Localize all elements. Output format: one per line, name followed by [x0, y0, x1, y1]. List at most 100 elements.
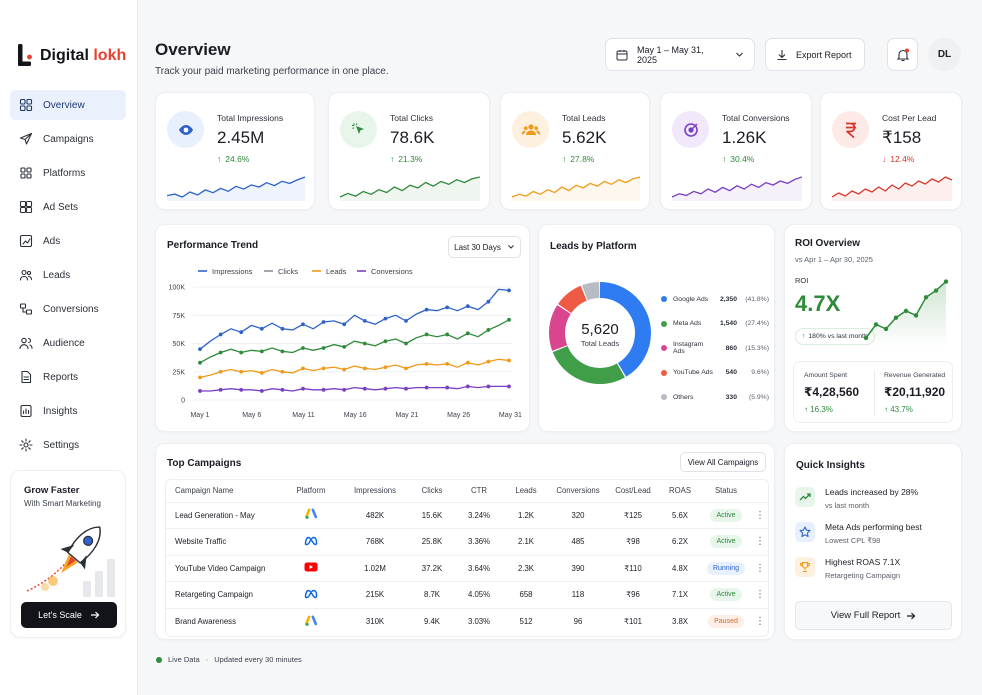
column-header[interactable]: ROAS: [668, 486, 692, 496]
kpi-value: 2.45M: [217, 128, 265, 147]
kpi-delta-value: 30.4%: [730, 154, 755, 164]
insight-item[interactable]: Meta Ads performing best Lowest CPL ₹98: [795, 522, 922, 545]
insight-item[interactable]: Leads increased by 28% vs last month: [795, 487, 918, 510]
sidebar-item-insights[interactable]: Insights: [10, 396, 126, 426]
x-tick-label: May 16: [344, 412, 367, 419]
date-range-picker[interactable]: May 1 – May 31, 2025: [605, 38, 755, 71]
sidebar-item-ad-sets[interactable]: Ad Sets: [10, 192, 126, 222]
brand-logo[interactable]: Digital lokh: [16, 42, 126, 70]
sidebar-item-conversions[interactable]: Conversions: [10, 294, 126, 324]
sidebar-item-reports[interactable]: Reports: [10, 362, 126, 392]
column-header[interactable]: Platform: [296, 486, 326, 496]
column-header[interactable]: Campaign Name: [175, 486, 234, 496]
campaign-impressions: 482K: [340, 501, 410, 529]
notifications-button[interactable]: [887, 38, 918, 71]
row-more-icon[interactable]: ⋮: [750, 581, 768, 608]
legend-item-youtube-ads: YouTube Ads 540 9.6%): [661, 361, 769, 386]
sidebar-item-ads[interactable]: Ads: [10, 226, 126, 256]
row-more-icon[interactable]: ⋮: [750, 528, 768, 555]
table-row[interactable]: Lead Generation - May 482K 15.6K 3.24% 1.2K 3…: [166, 501, 768, 529]
series-clicks: [198, 317, 511, 365]
insight-item[interactable]: Highest ROAS 7.1X Retargeting Campaign: [795, 557, 900, 580]
series-line: [199, 319, 510, 364]
status-badge: Active: [710, 508, 742, 522]
roi-point: [923, 295, 929, 300]
legend-platform-name: Instagram Ads: [673, 341, 704, 356]
campaign-ctr: 3.03%: [454, 607, 504, 635]
user-avatar[interactable]: DL: [928, 38, 961, 71]
column-header[interactable]: CTR: [470, 486, 488, 496]
sidebar-item-platforms[interactable]: Platforms: [10, 158, 126, 188]
insights-icon: [20, 404, 32, 418]
column-header[interactable]: Leads: [515, 486, 537, 496]
sidebar-item-leads[interactable]: Leads: [10, 260, 126, 290]
table-row[interactable]: Website Traffic 768K 25.8K 3.36% 2.1K 485 ₹98 6…: [166, 528, 768, 555]
donut-slice-google-ads[interactable]: [549, 282, 651, 384]
status-badge: Active: [710, 588, 742, 602]
data-point: [445, 385, 450, 390]
brand-name: Digital lokh: [40, 47, 127, 64]
roi-overview-card: ROI Overview vs Apr 1 – Apr 30, 2025 ROI…: [784, 224, 962, 432]
roi-point: [893, 315, 899, 320]
chart-icon: [19, 234, 33, 248]
campaign-name[interactable]: Website Traffic: [166, 528, 282, 555]
y-tick-label: 75K: [173, 313, 186, 320]
performance-trend-chart: Impressions Clicks Leads Conversions 100K 75K…: [169, 267, 522, 419]
insight-subtitle: Lowest CPL ₹98: [825, 536, 881, 545]
campaign-name[interactable]: YouTube Video Campaign: [166, 554, 282, 582]
row-more-icon[interactable]: ⋮: [750, 554, 768, 582]
data-point: [321, 366, 326, 371]
promo-subtitle: With Smart Marketing: [24, 499, 101, 508]
kpi-card-total-leads: Total Leads 5.62K ↑ 27.8%: [500, 92, 650, 210]
legend-value: 1,540: [719, 320, 737, 328]
sidebar-item-overview[interactable]: Overview: [10, 90, 126, 120]
campaign-name[interactable]: Lead Generation - May: [166, 501, 282, 529]
campaign-clicks: 37.2K: [410, 554, 454, 582]
table-row[interactable]: YouTube Video Campaign 1.02M 37.2K 3.64% 2.3…: [166, 554, 768, 582]
data-point: [239, 330, 244, 335]
arrow-up-icon: ↑: [722, 154, 727, 164]
sidebar-item-audience[interactable]: Audience: [10, 328, 126, 358]
export-report-button[interactable]: Export Report: [765, 38, 865, 71]
leads-platform-title: Leads by Platform: [550, 241, 637, 252]
sidebar-item-label: Overview: [43, 99, 85, 111]
column-header[interactable]: Cost/Lead: [615, 486, 651, 496]
campaign-conversions: 485: [548, 528, 608, 555]
lets-scale-label: Let's Scale: [38, 610, 82, 620]
row-more-icon[interactable]: ⋮: [750, 607, 768, 635]
legend-dot: [661, 394, 667, 401]
kpi-label: Total Leads: [562, 113, 606, 123]
donut-slice-instagram-ads[interactable]: [549, 282, 651, 384]
meta-icon: [304, 536, 318, 546]
donut-slice-meta-ads[interactable]: [549, 282, 651, 384]
row-more-icon[interactable]: ⋮: [750, 501, 768, 529]
lets-scale-button[interactable]: Let's Scale: [21, 602, 117, 628]
trend-range-label: Last 30 Days: [454, 242, 501, 252]
roi-line-chart: [863, 279, 949, 347]
data-point: [198, 375, 202, 380]
column-header[interactable]: Status: [714, 486, 738, 496]
view-full-report-button[interactable]: View Full Report: [795, 601, 952, 630]
view-all-campaigns-button[interactable]: View All Campaigns: [680, 452, 766, 472]
data-point: [301, 346, 305, 350]
column-header[interactable]: Clicks: [421, 486, 443, 496]
table-row[interactable]: Brand Awareness 310K 9.4K 3.03% 512 96 ₹101 3.8…: [166, 607, 768, 635]
insight-title: Leads increased by 28%: [825, 487, 919, 497]
roi-point: [863, 335, 869, 341]
campaign-name[interactable]: Brand Awareness: [166, 607, 282, 635]
campaigns-table-wrap: Campaign Name Platform Impressions Clicks CT…: [165, 479, 769, 637]
column-header[interactable]: Impressions: [353, 486, 397, 496]
kpi-card-cost-per-lead: Cost Per Lead ₹158 ↓ 12.4%: [820, 92, 962, 210]
trend-range-dropdown[interactable]: Last 30 Days: [448, 236, 521, 258]
column-header[interactable]: Conversions: [556, 486, 600, 496]
sidebar-item-settings[interactable]: Settings: [10, 430, 126, 460]
live-data-footer: Live Data · Updated every 30 minutes: [156, 655, 302, 664]
campaign-name[interactable]: Retargeting Campaign: [166, 581, 282, 608]
sidebar-item-campaigns[interactable]: Campaigns: [10, 124, 126, 154]
table-row[interactable]: Retargeting Campaign 215K 8.7K 4.05% 658 118 ₹…: [166, 581, 768, 608]
roi-stats-box: Amount Spent ₹4,28,560 ↑ 16.3% Revenue G…: [793, 361, 953, 423]
legend-label: Impressions: [212, 267, 253, 276]
data-point: [486, 299, 491, 304]
series-line: [199, 288, 510, 350]
